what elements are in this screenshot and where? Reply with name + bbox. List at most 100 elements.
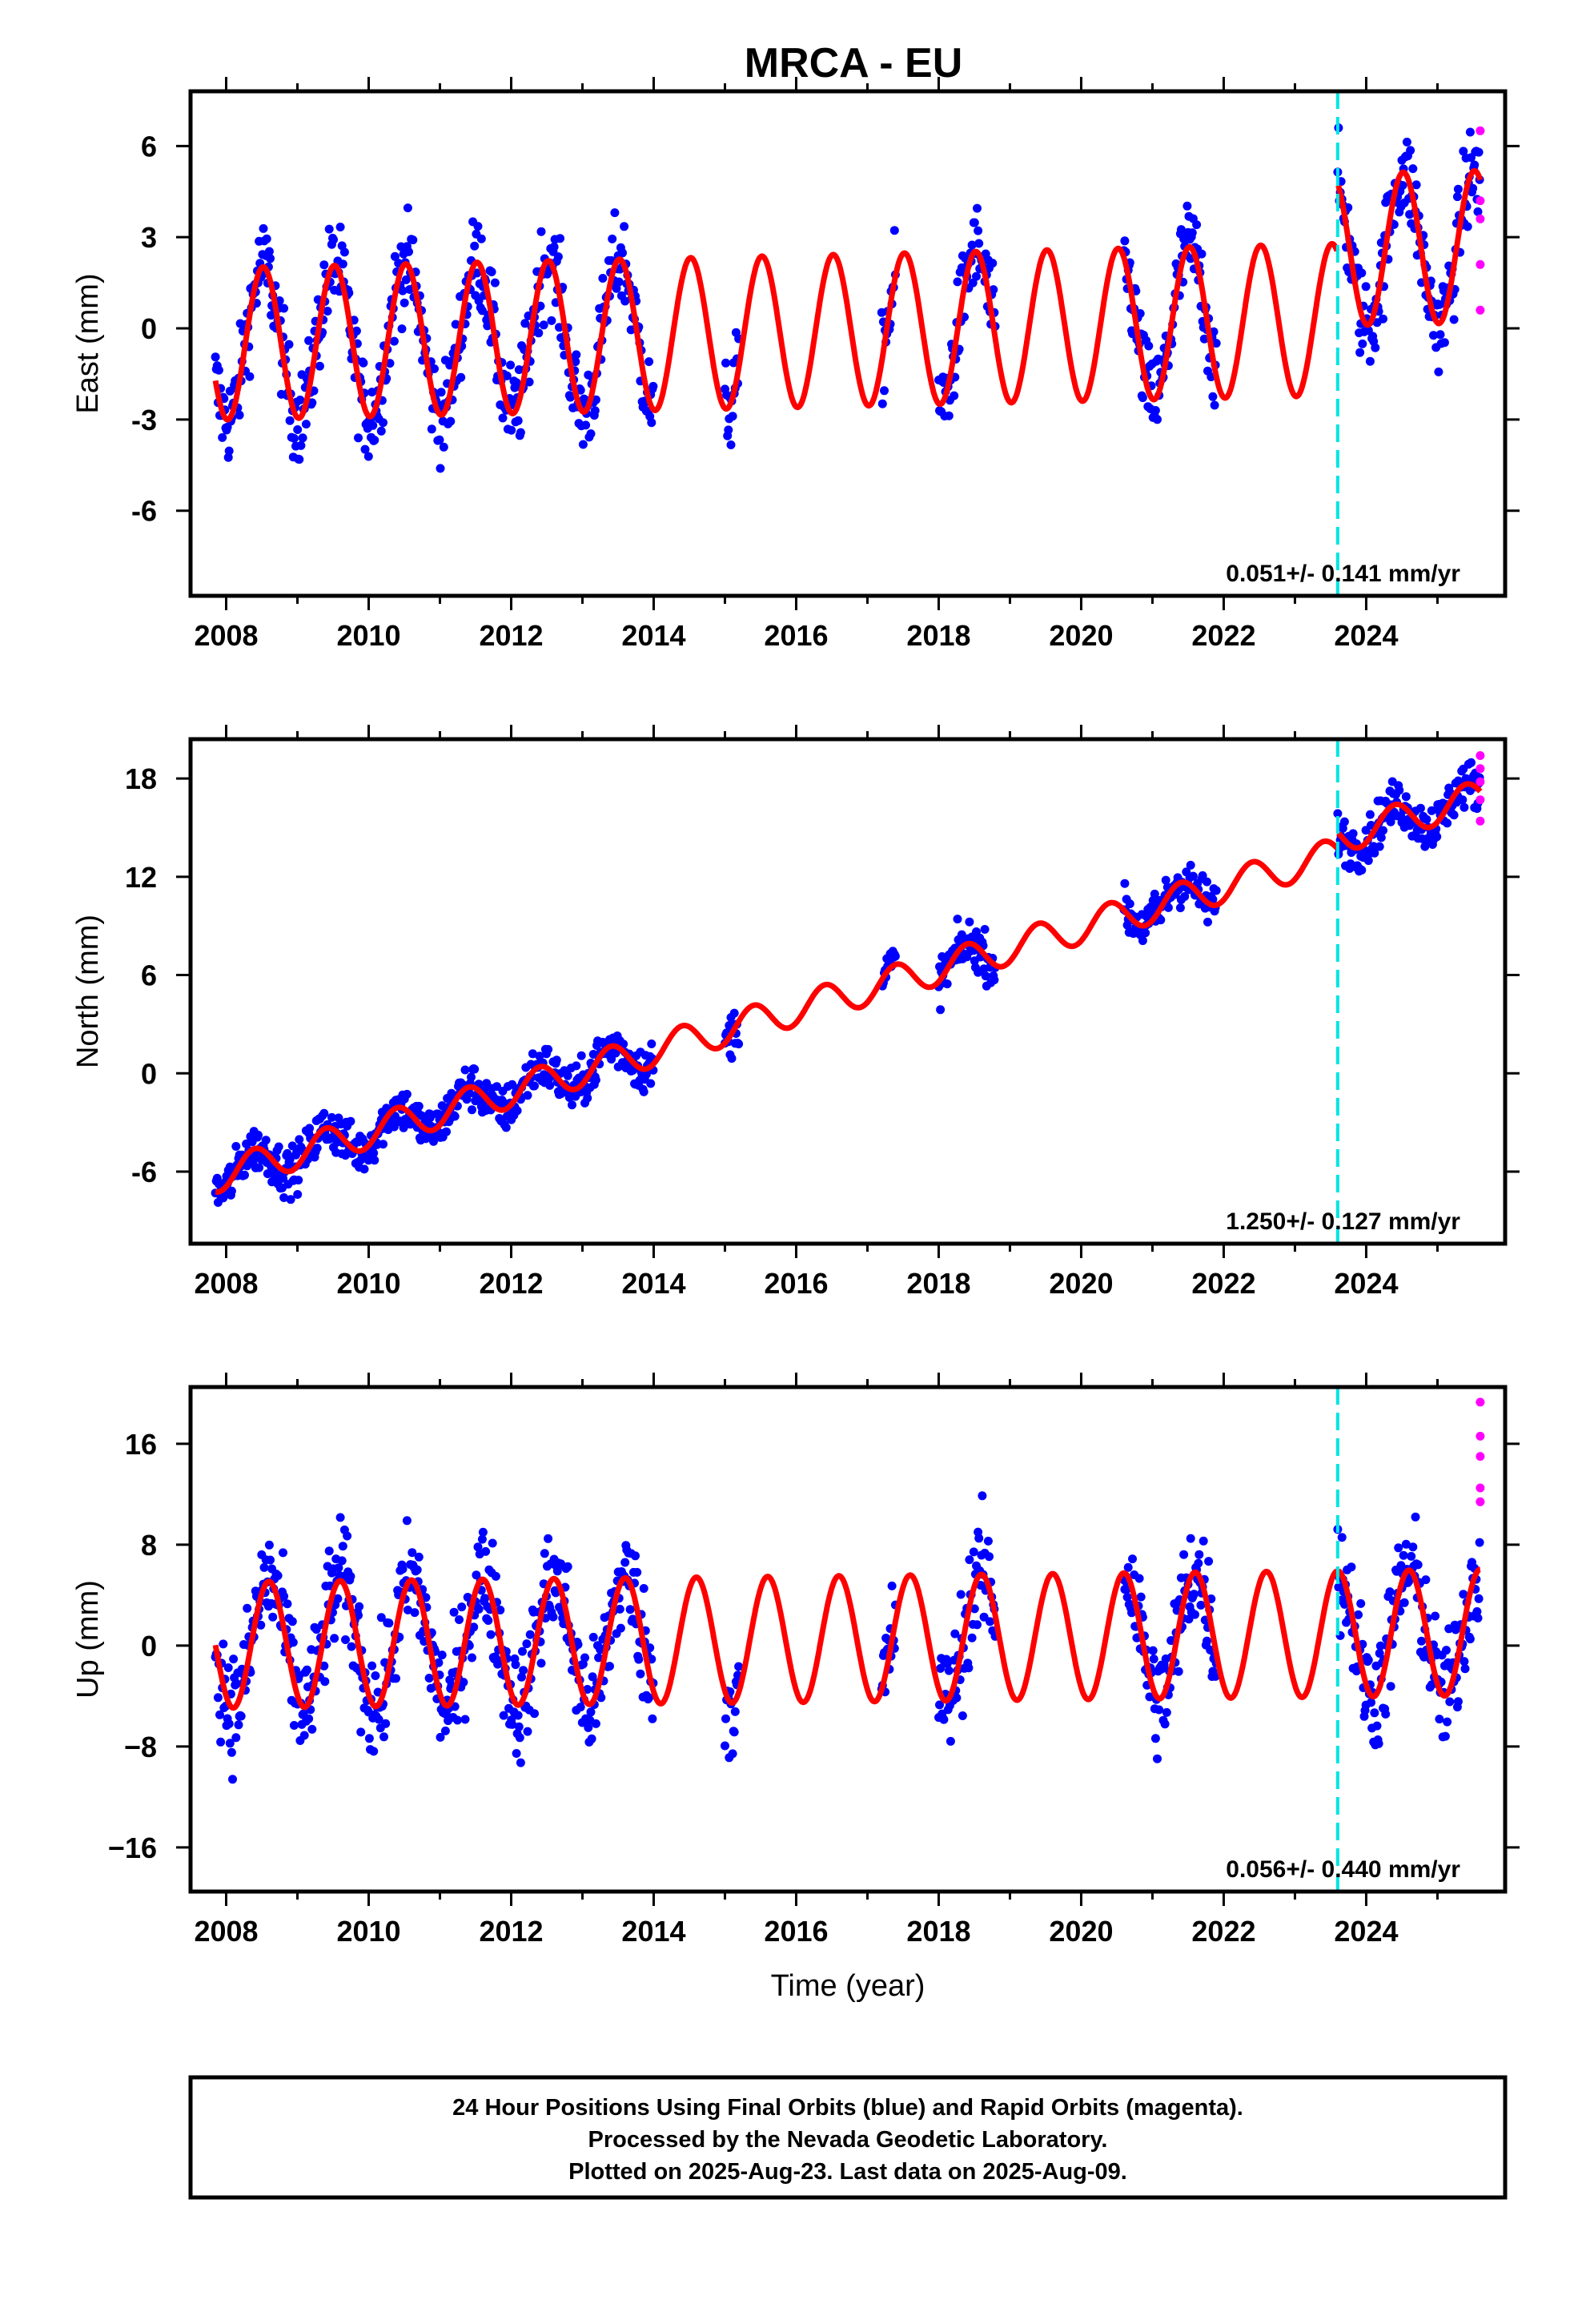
y-tick-label: −8 (124, 1731, 157, 1763)
caption-line-3: Plotted on 2025-Aug-23. Last data on 202… (568, 2159, 1127, 2185)
up-data-point (299, 1731, 309, 1740)
north-data-point (512, 1106, 522, 1116)
up-data-point (232, 1679, 242, 1688)
up-data-point (1174, 1667, 1183, 1676)
east-data-point (556, 234, 564, 243)
up-rate-label: 0.056+/- 0.440 mm/yr (1226, 1856, 1460, 1883)
up-data-point (721, 1741, 729, 1751)
east-data-point (644, 357, 654, 367)
y-tick-label: -6 (131, 1156, 157, 1188)
east-data-point (618, 248, 627, 258)
east-data-point (279, 304, 289, 313)
up-data-point (311, 1625, 321, 1634)
north-data-point (530, 1081, 539, 1091)
east-data-point (1197, 249, 1207, 259)
north-data-point (1363, 856, 1373, 866)
up-data-point (983, 1536, 993, 1546)
up-data-point (1473, 1614, 1483, 1622)
up-data-point (1408, 1542, 1418, 1552)
north-plot-frame (188, 737, 1508, 1246)
east-data-point (989, 285, 998, 295)
x-tick-label: 2018 (906, 619, 970, 652)
up-data-point (1442, 1646, 1451, 1655)
east-data-point (214, 365, 223, 375)
up-rapid-point (1476, 1497, 1485, 1506)
up-data-point (1460, 1664, 1470, 1674)
north-data-point (305, 1124, 315, 1133)
y-tick-label: 6 (141, 959, 157, 992)
north-data-point (544, 1044, 553, 1054)
up-data-point (516, 1758, 525, 1767)
north-data-point (1188, 871, 1198, 881)
north-data-point (294, 1176, 303, 1185)
east-data-point (1210, 400, 1219, 410)
up-data-point (580, 1653, 589, 1663)
east-data-point (1435, 330, 1445, 340)
east-data-point (534, 328, 544, 338)
up-data-point (334, 1563, 343, 1573)
north-data-point (727, 1054, 737, 1063)
x-tick-label: 2020 (1049, 1915, 1113, 1948)
north-data-point (641, 1070, 651, 1079)
east-data-point (266, 254, 275, 263)
up-data-point (215, 1710, 224, 1719)
up-data-point (391, 1674, 400, 1683)
up-data-point (1195, 1550, 1204, 1559)
up-data-point (398, 1564, 408, 1574)
north-data-point (227, 1186, 236, 1196)
x-tick-label: 2018 (906, 1267, 970, 1300)
east-data-point (359, 358, 368, 368)
up-data-point (477, 1534, 487, 1544)
up-data-point (591, 1719, 600, 1728)
north-data-point (1422, 814, 1431, 824)
north-data-point (1376, 833, 1386, 842)
up-rapid-point (1476, 1431, 1485, 1441)
up-data-point (259, 1562, 269, 1572)
up-data-point (1375, 1641, 1385, 1651)
up-data-point (540, 1549, 549, 1558)
up-data-point (734, 1662, 744, 1671)
north-data-point (1395, 786, 1404, 795)
up-data-point (942, 1659, 952, 1669)
up-data-point (544, 1534, 553, 1543)
up-data-point (615, 1604, 624, 1614)
up-data-point (639, 1584, 648, 1593)
east-data-point (516, 428, 525, 437)
north-data-point (1370, 848, 1379, 858)
up-data-point (944, 1666, 954, 1675)
north-data-point (1120, 879, 1130, 888)
north-data-point (240, 1170, 249, 1180)
x-tick-label: 2024 (1334, 1267, 1398, 1300)
north-data-point (981, 971, 990, 981)
north-data-point (464, 1088, 474, 1098)
up-data-point (279, 1591, 289, 1601)
up-data-point (515, 1733, 524, 1743)
up-data-point (548, 1612, 558, 1622)
up-plot-frame (188, 1385, 1508, 1894)
north-data-point (295, 1135, 304, 1144)
up-data-point (369, 1747, 379, 1756)
up-data-point (324, 1546, 334, 1556)
y-tick-label: 3 (141, 221, 157, 254)
x-tick-label: 2014 (621, 619, 685, 652)
up-data-point (355, 1602, 364, 1611)
east-data-point (298, 433, 307, 443)
x-tick-label: 2010 (336, 1267, 400, 1300)
east-data-point (1135, 309, 1145, 318)
north-data-point (1379, 826, 1387, 835)
up-data-point (935, 1700, 944, 1710)
east-data-point (972, 271, 981, 281)
east-data-point (397, 324, 407, 334)
north-data-point (1333, 809, 1343, 818)
up-data-point (216, 1737, 226, 1747)
up-data-point (530, 1709, 539, 1719)
x-tick-label: 2014 (621, 1915, 685, 1948)
east-data-point (647, 418, 656, 428)
north-model-fit-line (213, 781, 1483, 1195)
east-data-point (1187, 228, 1197, 238)
up-data-point (424, 1674, 434, 1683)
east-data-point (490, 278, 500, 287)
up-data-point (1375, 1649, 1384, 1658)
east-data-point (293, 425, 303, 434)
x-tick-label: 2024 (1334, 619, 1398, 652)
